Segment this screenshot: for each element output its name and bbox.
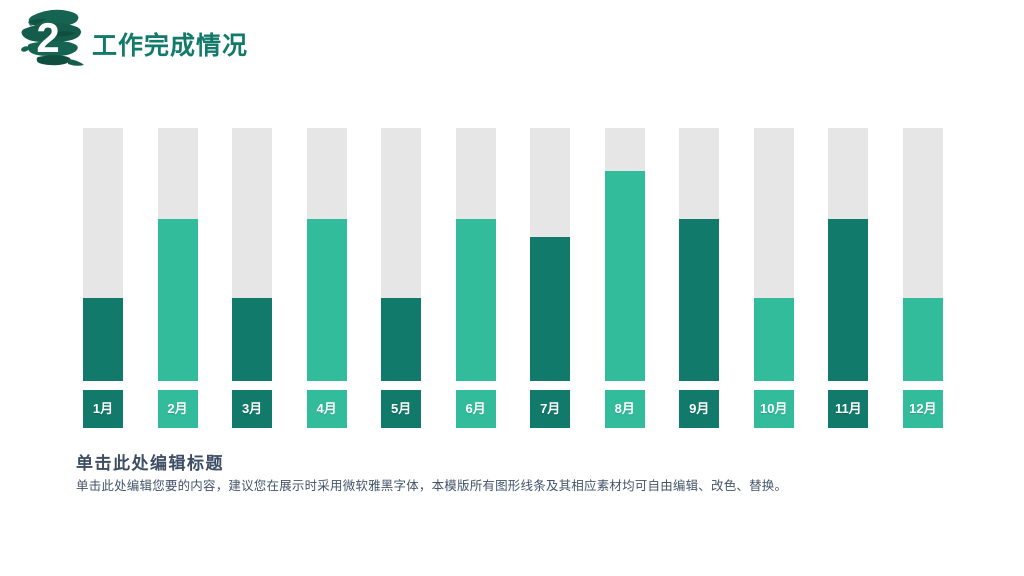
bar-column-month-3: 3月 (232, 128, 273, 428)
bar-track (306, 128, 347, 381)
bar-fill (455, 219, 496, 381)
bar-fill (83, 297, 123, 381)
bar-track (604, 128, 645, 381)
bar-fill (530, 236, 571, 381)
bar-track (679, 128, 720, 381)
section-number-badge: 2 (16, 4, 88, 72)
bar-fill (604, 171, 645, 381)
bar-label: 2月 (157, 390, 198, 428)
bar-column-month-2: 2月 (157, 128, 198, 428)
bar-fill (232, 297, 273, 381)
bar-label: 6月 (455, 390, 496, 428)
bar-column-month-7: 7月 (530, 128, 571, 428)
bar-track (381, 128, 422, 381)
bar-chart: 1月 2月 3月 4月 5月 6月 7月 8月 9月 10月 11月 12月 (83, 128, 943, 428)
bar-label: 10月 (753, 390, 794, 428)
section-number: 2 (36, 14, 60, 61)
bar-track (157, 128, 198, 381)
bar-track (753, 128, 794, 381)
bar-column-month-1: 1月 (83, 128, 123, 428)
bar-column-month-6: 6月 (455, 128, 496, 428)
bar-fill (828, 219, 869, 381)
bar-track (902, 128, 943, 381)
bar-column-month-10: 10月 (753, 128, 794, 428)
bar-label: 7月 (530, 390, 571, 428)
bar-fill (753, 297, 794, 381)
bar-fill (157, 219, 198, 381)
bar-label: 8月 (604, 390, 645, 428)
bar-label: 1月 (83, 390, 123, 428)
bar-column-month-11: 11月 (828, 128, 869, 428)
bar-column-month-12: 12月 (902, 128, 943, 428)
brush-stroke-icon (21, 9, 84, 66)
bar-fill (679, 219, 720, 381)
bar-label: 3月 (232, 390, 273, 428)
bar-label: 12月 (902, 390, 943, 428)
bar-fill (306, 219, 347, 381)
bar-label: 9月 (679, 390, 720, 428)
bar-track (828, 128, 869, 381)
bar-track (232, 128, 273, 381)
bar-label: 11月 (828, 390, 869, 428)
bar-column-month-9: 9月 (679, 128, 720, 428)
bar-label: 5月 (381, 390, 422, 428)
bar-column-month-5: 5月 (381, 128, 422, 428)
caption-body: 单击此处编辑您要的内容，建议您在展示时采用微软雅黑字体，本模版所有图形线条及其相… (76, 479, 788, 493)
bar-label: 4月 (306, 390, 347, 428)
bar-column-month-4: 4月 (306, 128, 347, 428)
bar-track (530, 128, 571, 381)
bar-track (455, 128, 496, 381)
bar-column-month-8: 8月 (604, 128, 645, 428)
bar-track (83, 128, 123, 381)
slide-title: 工作完成情况 (92, 32, 249, 60)
bar-fill (381, 297, 422, 381)
bar-fill (902, 297, 943, 381)
caption-heading: 单击此处编辑标题 (76, 454, 224, 473)
